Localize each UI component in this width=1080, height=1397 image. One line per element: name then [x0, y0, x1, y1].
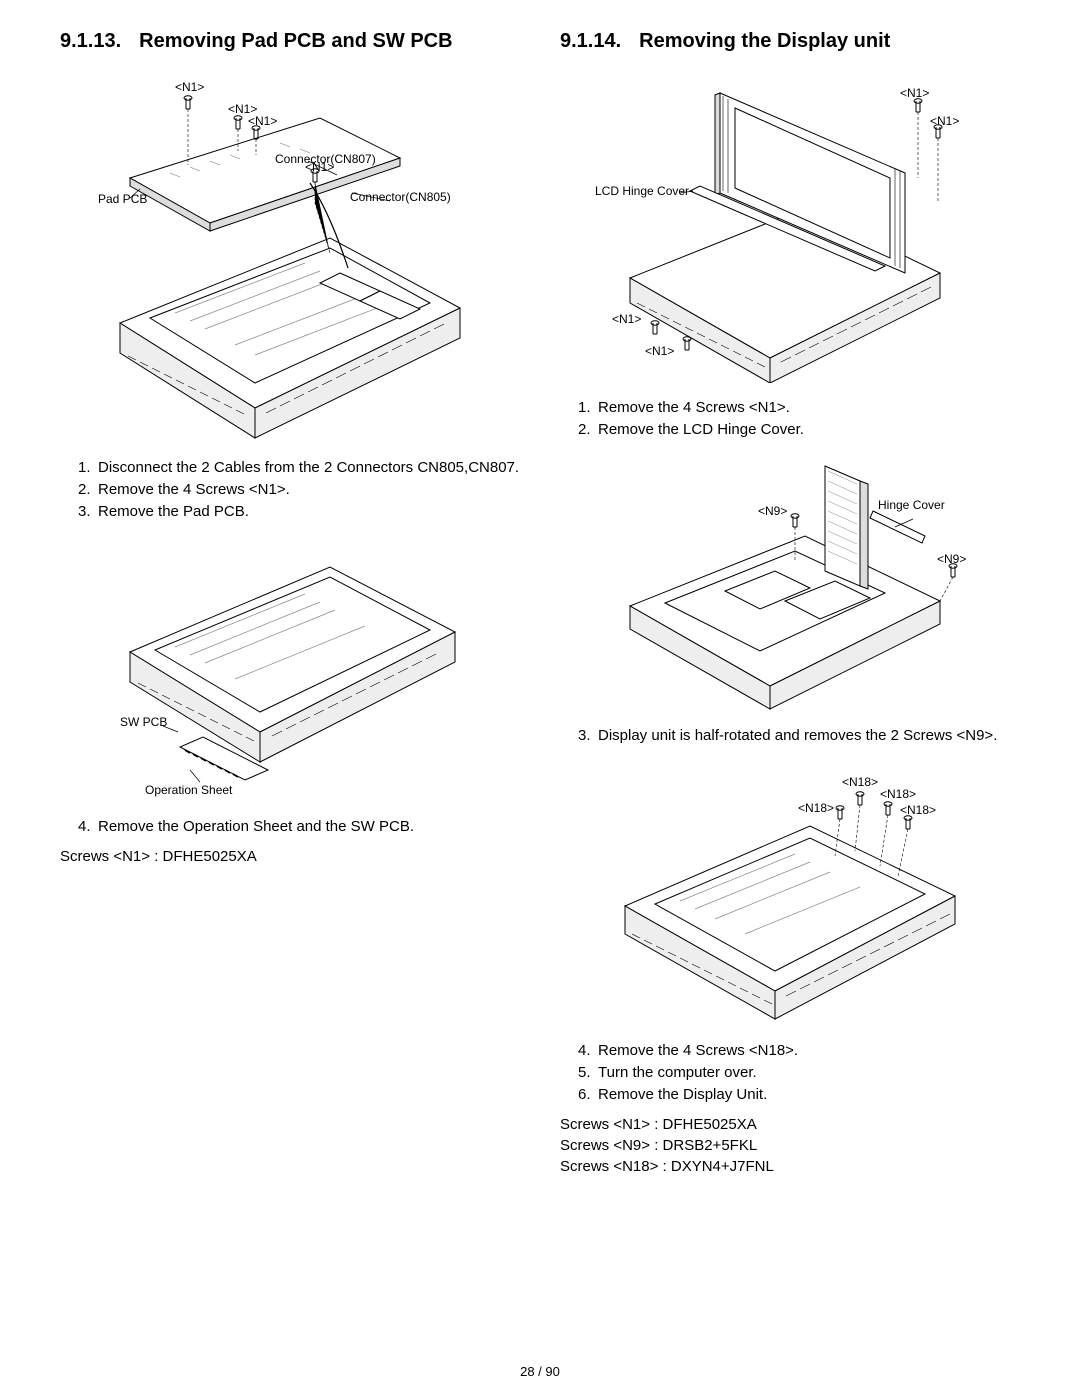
steps-right-1: 1.Remove the 4 Screws <N1>. 2.Remove the… [560, 397, 1020, 441]
step-num: 2. [78, 479, 98, 501]
label-n1: <N1> [175, 80, 204, 94]
step-num: 1. [78, 457, 98, 479]
step-text: Disconnect the 2 Cables from the 2 Conne… [98, 457, 520, 479]
section-heading-right: 9.1.14. Removing the Display unit [560, 30, 1020, 53]
section-heading-left: 9.1.13. Removing Pad PCB and SW PCB [60, 30, 520, 53]
page-number: 28 / 90 [0, 1364, 1080, 1379]
label-n18: <N18> [798, 801, 834, 815]
screw-note: Screws <N1> : DFHE5025XA [560, 1116, 1020, 1133]
label-conn805: Connector(CN805) [350, 190, 451, 204]
steps-right-3: 4.Remove the 4 Screws <N18>. 5.Turn the … [560, 1040, 1020, 1105]
figure-half-rotated: <N9> <N9> Hinge Cover [560, 451, 1020, 711]
label-lcd-hinge: LCD Hinge Cover [595, 184, 689, 198]
label-sw-pcb: SW PCB [120, 715, 167, 729]
step-num: 3. [78, 501, 98, 523]
label-n18: <N18> [900, 803, 936, 817]
step-num: 2. [578, 419, 598, 441]
step-num: 1. [578, 397, 598, 419]
figure-n18: <N18> <N18> <N18> <N18> [560, 756, 1020, 1026]
step-num: 4. [578, 1040, 598, 1062]
label-n1: <N1> [645, 344, 674, 358]
step-text: Remove the Display Unit. [598, 1084, 1020, 1106]
label-n1: <N1> [900, 86, 929, 100]
figure-sw-pcb: SW PCB Operation Sheet [60, 532, 520, 802]
label-conn807: Connector(CN807) [275, 152, 376, 166]
steps-left-2: 4.Remove the Operation Sheet and the SW … [60, 816, 520, 838]
right-column: 9.1.14. Removing the Display unit [560, 30, 1020, 1177]
step-num: 4. [78, 816, 98, 838]
step-text: Remove the 4 Screws <N18>. [598, 1040, 1020, 1062]
label-n1: <N1> [612, 312, 641, 326]
step-text: Remove the 4 Screws <N1>. [98, 479, 520, 501]
steps-left-1: 1.Disconnect the 2 Cables from the 2 Con… [60, 457, 520, 522]
section-title: Removing the Display unit [639, 30, 890, 53]
section-number: 9.1.14. [560, 30, 621, 53]
screw-note: Screws <N9> : DRSB2+5FKL [560, 1137, 1020, 1154]
figure-pad-pcb: Pad PCB <N1> <N1> <N1> <N1> Connector(CN… [60, 63, 520, 443]
steps-right-2: 3.Display unit is half-rotated and remov… [560, 725, 1020, 747]
step-text: Remove the 4 Screws <N1>. [598, 397, 1020, 419]
step-text: Remove the Operation Sheet and the SW PC… [98, 816, 520, 838]
step-text: Display unit is half-rotated and removes… [598, 725, 1020, 747]
label-n1: <N1> [930, 114, 959, 128]
label-n1: <N1> [248, 114, 277, 128]
step-text: Remove the LCD Hinge Cover. [598, 419, 1020, 441]
label-hinge-cover: Hinge Cover [878, 498, 945, 512]
figure-display-open: LCD Hinge Cover <N1> <N1> <N1> <N1> [560, 63, 1020, 383]
label-op-sheet: Operation Sheet [145, 783, 233, 797]
step-num: 3. [578, 725, 598, 747]
left-column: 9.1.13. Removing Pad PCB and SW PCB [60, 30, 520, 1177]
section-title: Removing Pad PCB and SW PCB [139, 30, 452, 53]
section-number: 9.1.13. [60, 30, 121, 53]
screw-note: Screws <N18> : DXYN4+J7FNL [560, 1158, 1020, 1175]
screw-note: Screws <N1> : DFHE5025XA [60, 848, 520, 865]
step-num: 5. [578, 1062, 598, 1084]
step-text: Turn the computer over. [598, 1062, 1020, 1084]
step-num: 6. [578, 1084, 598, 1106]
label-n9: <N9> [758, 504, 787, 518]
label-n18: <N18> [842, 775, 878, 789]
label-n18: <N18> [880, 787, 916, 801]
label-n9: <N9> [937, 552, 966, 566]
label-pad-pcb: Pad PCB [98, 192, 147, 206]
step-text: Remove the Pad PCB. [98, 501, 520, 523]
